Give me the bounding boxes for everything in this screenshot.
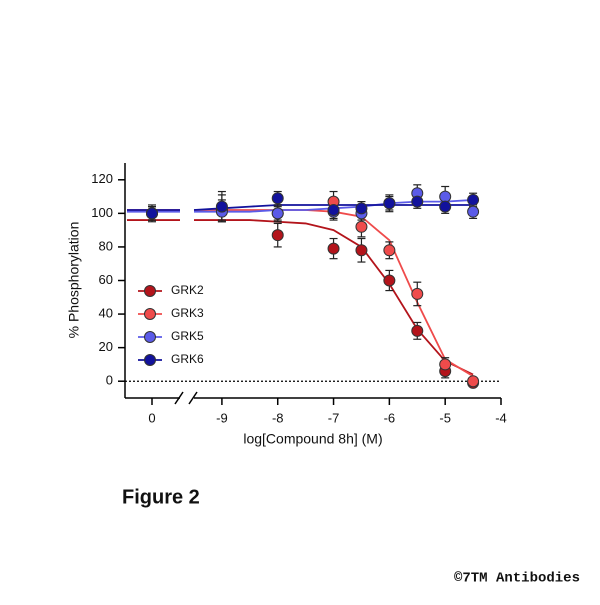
legend-label: GRK3 — [171, 306, 204, 320]
data-point — [383, 244, 396, 257]
control-point — [146, 207, 158, 220]
data-point — [327, 242, 340, 255]
y-tick-label: 120 — [91, 171, 113, 186]
legend-marker — [144, 308, 156, 320]
x-tick-label: -5 — [439, 410, 451, 425]
x-axis-label: log[Compound 8h] (M) — [243, 431, 382, 447]
y-tick-label: 40 — [99, 306, 113, 321]
fit-curve — [194, 219, 474, 376]
data-point — [383, 274, 396, 287]
data-point — [355, 244, 368, 257]
data-point — [411, 195, 424, 208]
data-point — [327, 204, 340, 216]
legend-label: GRK6 — [171, 352, 204, 366]
data-point — [411, 287, 424, 300]
y-tick-label: 80 — [99, 238, 113, 253]
data-point — [439, 358, 452, 371]
data-point — [355, 220, 368, 233]
legend-marker — [144, 354, 156, 366]
axis-break — [174, 391, 184, 405]
legend-marker — [144, 331, 156, 343]
y-tick-label: 0 — [106, 373, 113, 388]
data-point — [271, 207, 284, 220]
data-point — [271, 229, 284, 242]
data-point — [383, 197, 396, 210]
data-point — [355, 202, 368, 215]
figure-label: Figure 2 — [122, 486, 200, 508]
copyright: ©7TM Antibodies — [454, 571, 580, 587]
x-tick-label: -6 — [384, 410, 396, 425]
data-point — [467, 205, 480, 218]
x-tick-label: -8 — [272, 410, 284, 425]
data-point — [467, 193, 480, 206]
legend-label: GRK5 — [171, 329, 204, 343]
x-tick-label: -4 — [495, 410, 507, 425]
x-tick-label: -9 — [216, 410, 228, 425]
data-point — [271, 192, 284, 205]
data-point — [439, 200, 452, 213]
y-tick-label: 100 — [91, 205, 113, 220]
x-tick-label: 0 — [148, 410, 155, 425]
data-point — [215, 200, 228, 213]
y-tick-label: 60 — [99, 272, 113, 287]
y-tick-label: 20 — [99, 339, 113, 354]
legend-label: GRK2 — [171, 283, 204, 297]
data-point — [439, 190, 452, 203]
data-point — [467, 375, 480, 388]
fit-curve — [194, 209, 474, 377]
legend-marker — [144, 285, 156, 297]
y-axis-label: % Phosphorylation — [66, 222, 82, 339]
data-point — [411, 324, 424, 337]
x-tick-label: -7 — [328, 410, 340, 425]
axis-break — [188, 391, 198, 405]
